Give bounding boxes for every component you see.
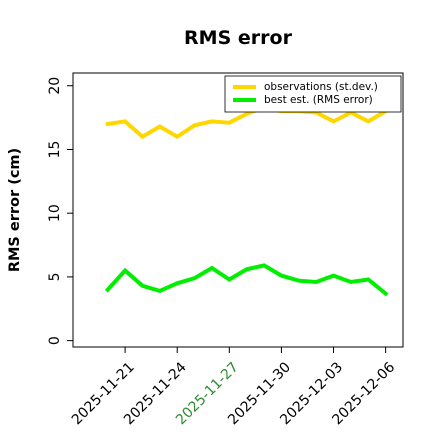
- legend: observations (st.dev.)best est. (RMS err…: [224, 75, 402, 113]
- y-axis-ticks: 0 5 10 15 20: [47, 77, 73, 345]
- y-tick-label: 10: [47, 204, 63, 222]
- series-line-2: [104, 263, 389, 297]
- chart-title: RMS error: [184, 27, 293, 49]
- y-axis-label: RMS error (cm): [7, 148, 23, 272]
- legend-box: [224, 75, 402, 113]
- y-tick-label: 20: [47, 77, 63, 95]
- y-tick-label: 5: [47, 272, 63, 281]
- y-tick-label: 15: [47, 141, 63, 159]
- series-line-1: [105, 105, 389, 140]
- x-axis-ticks: 2025-11-212025-11-242025-11-272025-11-30…: [69, 347, 398, 428]
- plot-area: [72, 72, 404, 348]
- plot-frame: [72, 72, 404, 348]
- legend-label: observations (st.dev.): [264, 81, 378, 93]
- legend-label: best est. (RMS error): [264, 94, 373, 106]
- y-tick-label: 0: [47, 336, 63, 345]
